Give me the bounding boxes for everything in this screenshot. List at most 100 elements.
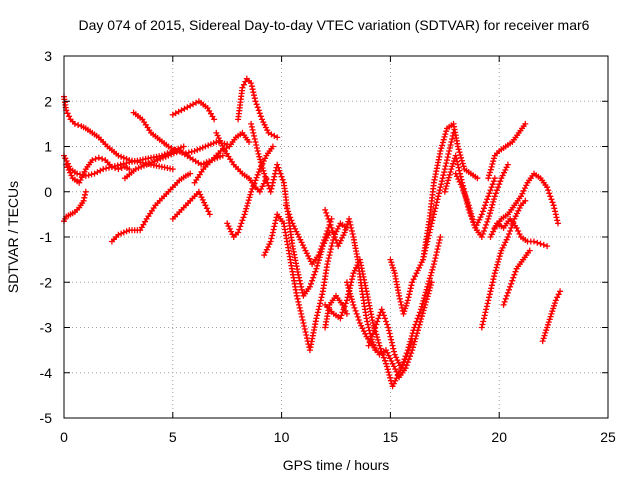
data-point [118,230,125,237]
data-point [344,282,351,289]
data-point [419,300,426,307]
data-point [342,300,349,307]
data-point [402,353,409,360]
data-point [443,128,450,135]
data-point [314,309,321,316]
data-point [265,244,272,250]
data-point [387,333,394,340]
data-point [354,313,361,320]
data-point [490,158,497,165]
data-point [543,327,550,334]
data-point [414,267,421,274]
data-point [297,236,304,243]
data-point [170,150,177,157]
data-point [160,154,166,161]
series-track-30 [500,247,533,308]
data-point [271,173,278,180]
data-point [329,228,336,234]
data-point [491,155,497,162]
data-point [437,234,444,240]
data-point [71,120,78,127]
data-point [548,310,555,317]
data-point [240,81,247,88]
data-point [65,167,72,173]
data-point [331,234,338,240]
data-point [541,332,548,339]
data-point [388,358,395,364]
data-point [337,237,344,244]
data-point [483,303,490,310]
data-point [486,294,492,301]
data-point [135,165,142,171]
data-point [385,324,392,331]
series-track-7 [121,148,226,182]
data-point [426,278,432,285]
data-point [464,199,471,206]
data-point [112,165,119,171]
data-point [551,300,558,307]
data-point [485,215,492,222]
data-point [384,366,391,373]
data-point [256,110,263,117]
data-point [103,165,110,172]
data-point [433,249,440,256]
data-point [479,231,486,237]
data-point [479,208,486,215]
y-axis: -5 -4 -3 -2 -1 0 1 2 3 [40,48,608,426]
data-point [244,200,251,207]
data-point [454,143,461,150]
data-point [141,162,147,169]
data-point [476,216,483,223]
data-point [387,256,394,263]
data-point [351,304,358,311]
series-track-11 [213,129,270,195]
data-point [507,283,514,290]
data-point [423,286,430,293]
data-point [80,197,87,204]
y-tick-label: 0 [44,184,52,200]
data-point [383,363,390,370]
data-point [380,354,387,361]
data-point [455,176,462,183]
data-point [374,336,381,343]
data-point [386,372,393,378]
data-point [485,175,492,182]
data-point [460,187,467,194]
data-point [486,291,493,298]
data-point [403,350,410,357]
data-point [285,208,292,215]
data-point [382,315,388,322]
data-point [520,187,527,194]
data-point [417,306,424,313]
y-tick-label: -5 [40,410,53,426]
data-point [339,234,346,241]
data-point [449,132,456,139]
data-point [350,301,357,308]
data-point [286,211,293,218]
data-point [489,201,496,208]
data-point [217,153,224,160]
data-point [436,187,443,194]
data-point [312,268,319,275]
data-point [306,283,313,290]
data-point [360,328,367,335]
data-point [502,167,509,173]
data-point [552,208,559,215]
data-point [501,169,507,176]
data-point [151,158,158,165]
data-point [302,329,309,335]
y-tick-label: -2 [40,274,53,290]
data-point [293,292,300,299]
data-point [380,312,387,319]
data-point [493,264,500,271]
data-point [248,80,255,87]
data-point [197,191,204,198]
data-point [188,148,195,155]
data-point [194,146,201,153]
data-point [298,283,305,290]
data-point [255,150,262,157]
data-point [115,231,122,238]
data-point [388,336,395,343]
x-tick-label: 0 [60,429,68,445]
data-point [544,184,551,191]
